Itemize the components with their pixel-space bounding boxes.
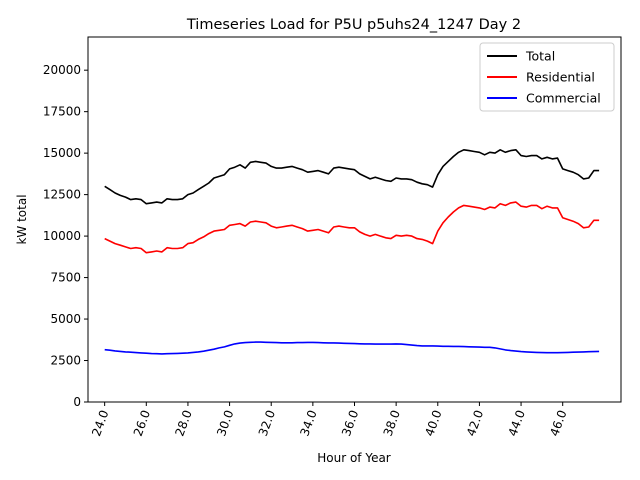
x-axis: 24.0 26.0 28.0 30.0 32.0 34.0 36.0 38.0 40.0 42.0… [89,402,570,438]
legend-box [479,42,615,112]
x-tick-label: 42.0 [464,408,486,438]
y-tick-label: 0 [73,395,81,409]
y-tick-label: 15000 [43,146,81,160]
y-axis-label: kW total [15,194,29,244]
x-tick-label: 28.0 [172,408,194,438]
x-tick-label: 24.0 [89,408,111,438]
x-tick-label: 34.0 [297,408,319,438]
x-tick-label: 30.0 [214,408,236,438]
legend-label-total: Total [525,49,555,64]
y-tick-label: 7500 [50,271,81,285]
x-tick-label: 26.0 [131,408,153,438]
series-line-residential [104,201,600,254]
x-tick-label: 40.0 [422,408,444,438]
legend: Total Residential Commercial [479,42,615,112]
x-tick-label: 32.0 [256,408,278,438]
x-tick-label: 46.0 [547,408,569,438]
x-tick-label: 36.0 [339,408,361,438]
series-layer [104,149,600,355]
legend-label-commercial: Commercial [526,91,601,106]
x-tick-label: 38.0 [381,408,403,438]
x-axis-label: Hour of Year [317,451,391,465]
series-line-total [104,149,600,205]
y-tick-label: 17500 [43,105,81,119]
y-tick-label: 20000 [43,63,81,77]
y-tick-label: 10000 [43,229,81,243]
y-tick-label: 2500 [50,354,81,368]
legend-label-residential: Residential [526,70,595,85]
series-line-commercial [104,341,600,355]
y-tick-label: 12500 [43,188,81,202]
x-tick-label: 44.0 [506,408,528,438]
y-axis: 0 2500 5000 7500 10000 12500 15000 17500 20000 [43,63,88,409]
chart-title: Timeseries Load for P5U p5uhs24_1247 Day… [186,17,521,33]
y-tick-label: 5000 [50,312,81,326]
